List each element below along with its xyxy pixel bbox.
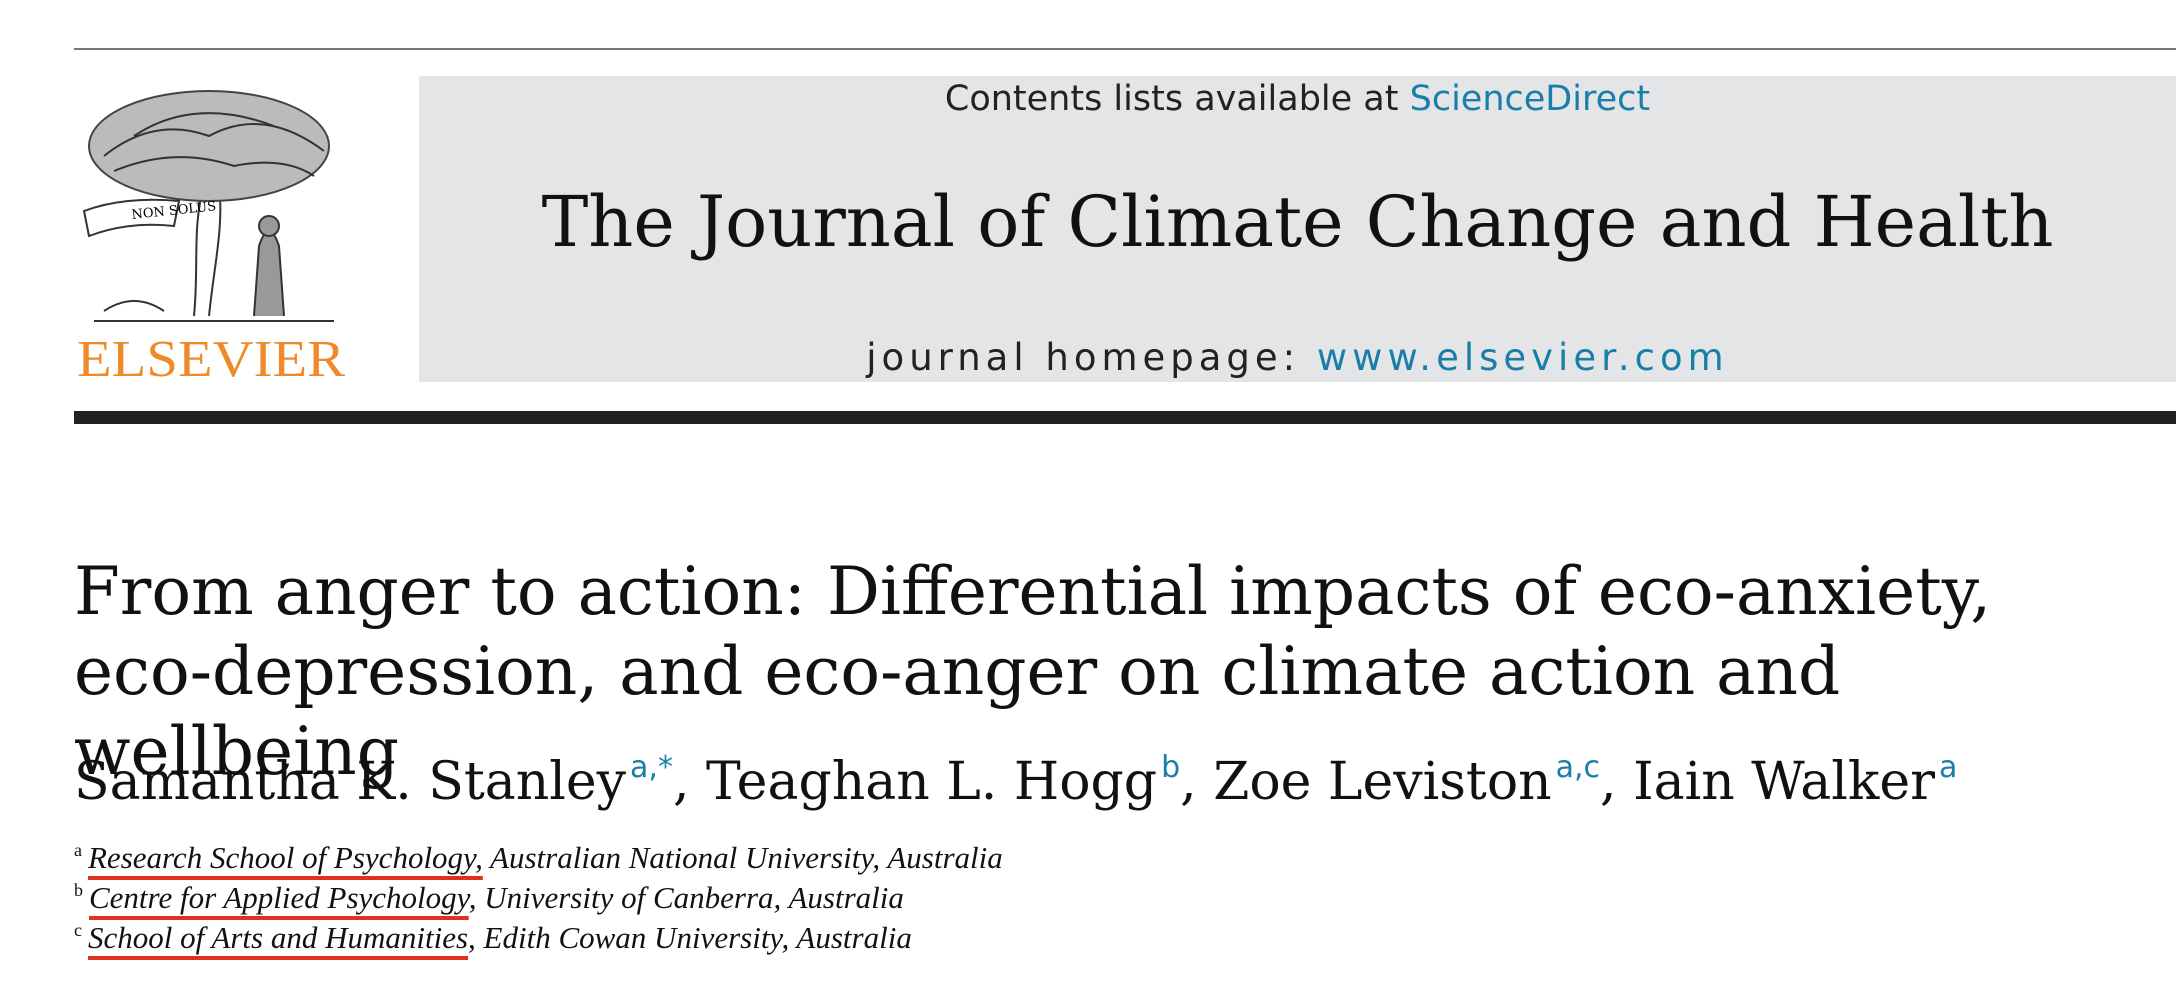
author-name[interactable]: Zoe Leviston <box>1213 752 1552 812</box>
affiliation-list: a Research School of Psychology, Australi… <box>74 838 1003 958</box>
title-line: From anger to action: Differential impac… <box>74 553 1992 630</box>
affiliation: b Centre for Applied Psychology, Universi… <box>74 878 1003 918</box>
affiliation-unit: Research School of Psychology, <box>88 840 483 875</box>
author-name[interactable]: Iain Walker <box>1633 752 1936 812</box>
affiliation: c School of Arts and Humanities, Edith Co… <box>74 918 1003 958</box>
contents-prefix: Contents lists available at <box>944 79 1399 119</box>
homepage-link[interactable]: www.elsevier.com <box>1316 336 1729 379</box>
affiliation-institution: Australian National University, Australi… <box>482 840 1003 875</box>
author-affiliation-marks[interactable]: a <box>1939 750 1958 785</box>
tree-illustration <box>82 90 334 322</box>
homepage-line: journal homepage: www.elsevier.com <box>419 334 2176 382</box>
affiliation-mark: c <box>74 920 82 940</box>
elsevier-logo: NON SOLUS ELSEVIER <box>77 90 345 386</box>
author-name[interactable]: Teaghan L. Hogg <box>706 752 1158 812</box>
contents-line: Contents lists available at ScienceDirec… <box>419 76 2176 122</box>
affiliation-institution: , Edith Cowan University, Australia <box>468 920 912 955</box>
affiliation-unit: School of Arts and Humanities <box>88 920 469 955</box>
author-affiliation-marks[interactable]: b <box>1161 750 1181 785</box>
journal-title: The Journal of Climate Change and Health <box>541 181 2054 263</box>
top-rule <box>74 48 2176 50</box>
author-separator: , <box>672 752 707 812</box>
author-affiliation-marks[interactable]: a,c <box>1555 750 1601 785</box>
homepage-prefix: journal homepage: <box>866 336 1301 379</box>
article-title: From anger to action: Differential impac… <box>74 552 2176 792</box>
publisher-name: ELSEVIER <box>77 331 345 386</box>
author-name[interactable]: Samantha K. Stanley <box>74 752 627 812</box>
author-separator: , <box>1600 752 1634 812</box>
affiliation-mark: b <box>74 880 83 900</box>
author-list: Samantha K. Stanley a,*, Teaghan L. Hogg b… <box>74 750 1957 814</box>
journal-banner <box>419 76 2176 382</box>
affiliation: a Research School of Psychology, Australi… <box>74 838 1003 878</box>
affiliation-unit: Centre for Applied Psychology <box>89 880 469 915</box>
sciencedirect-link[interactable]: ScienceDirect <box>1409 79 1651 119</box>
title-line: eco-depression, and eco-anger on climate… <box>74 633 1841 790</box>
author-separator: , <box>1180 752 1214 812</box>
author-affiliation-marks[interactable]: a,* <box>630 750 673 785</box>
affiliation-institution: , University of Canberra, Australia <box>468 880 904 915</box>
header-rule <box>74 411 2176 424</box>
affiliation-mark: a <box>74 840 82 860</box>
